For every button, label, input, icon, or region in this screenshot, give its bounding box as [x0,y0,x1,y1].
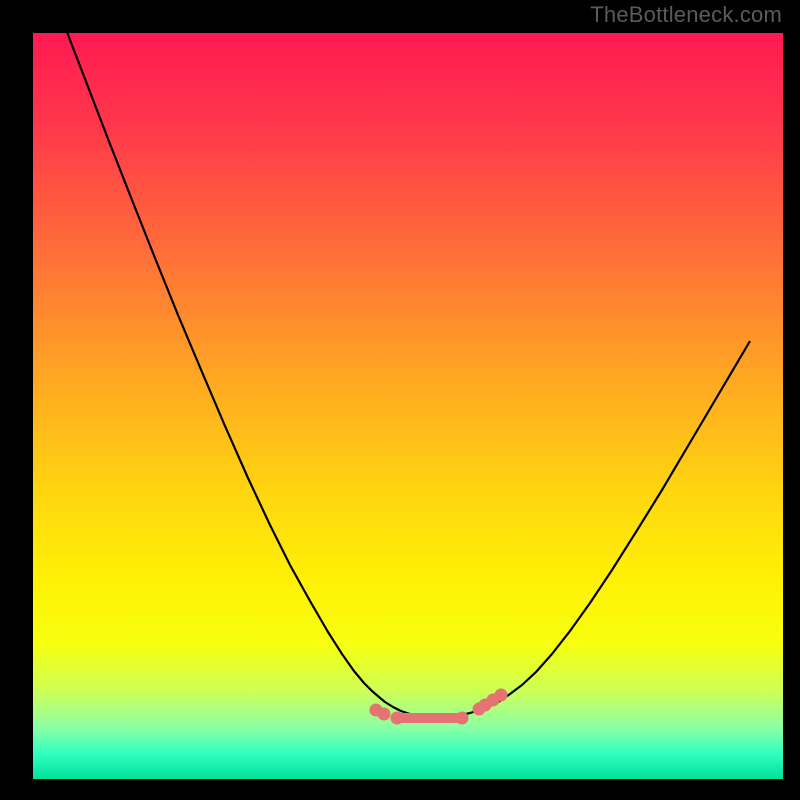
highlight-marker [456,712,469,725]
chart-frame: TheBottleneck.com [0,0,800,800]
watermark-text: TheBottleneck.com [590,2,782,28]
highlight-marker [378,708,391,721]
plot-area [33,33,783,779]
highlight-marker [391,712,404,725]
highlight-marker [495,689,508,702]
bottleneck-curve [55,33,750,717]
curve-layer [33,33,783,779]
